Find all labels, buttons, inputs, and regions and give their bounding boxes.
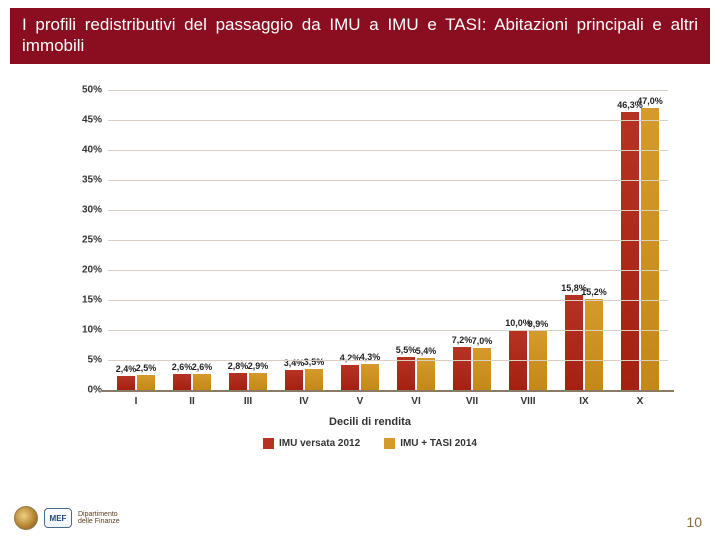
gridline xyxy=(108,270,668,271)
emblem-icon xyxy=(14,506,38,530)
y-tick-label: 45% xyxy=(82,115,102,126)
bar-imu-tasi-2014: 5,4% xyxy=(417,358,435,390)
bar-value-label: 4,2% xyxy=(340,353,361,363)
gridline xyxy=(108,180,668,181)
x-tick-label: VIII xyxy=(520,396,535,407)
gridline xyxy=(108,300,668,301)
x-tick-label: III xyxy=(244,396,252,407)
bar-imu-tasi-2014: 2,9% xyxy=(249,373,267,390)
bar-value-label: 5,5% xyxy=(396,345,417,355)
bar-imu-2012: 46,3% xyxy=(621,112,639,390)
y-tick-label: 35% xyxy=(82,175,102,186)
x-tick-label: IV xyxy=(299,396,308,407)
bar-imu-2012: 5,5% xyxy=(397,357,415,390)
y-tick-label: 10% xyxy=(82,325,102,336)
bar-value-label: 9,9% xyxy=(528,319,549,329)
bar-imu-tasi-2014: 3,5% xyxy=(305,369,323,390)
x-tick-label: X xyxy=(637,396,644,407)
legend-item: IMU + TASI 2014 xyxy=(384,438,477,449)
legend-swatch xyxy=(263,438,274,449)
slide-title: I profili redistributivi del passaggio d… xyxy=(22,14,698,57)
bar-imu-tasi-2014: 2,6% xyxy=(193,374,211,390)
bar-value-label: 7,0% xyxy=(472,336,493,346)
gridline xyxy=(108,360,668,361)
bar-value-label: 2,6% xyxy=(172,362,193,372)
header-bar: I profili redistributivi del passaggio d… xyxy=(10,8,710,64)
legend-label: IMU versata 2012 xyxy=(279,438,360,449)
y-tick-label: 40% xyxy=(82,145,102,156)
x-tick-label: VI xyxy=(411,396,420,407)
y-tick-label: 25% xyxy=(82,235,102,246)
bar-chart: 2,4%2,5%2,6%2,6%2,8%2,9%3,4%3,5%4,2%4,3%… xyxy=(108,90,668,390)
bar-value-label: 3,5% xyxy=(304,357,325,367)
gridline xyxy=(102,390,674,392)
bar-imu-tasi-2014: 15,2% xyxy=(585,299,603,390)
gridline xyxy=(108,240,668,241)
bar-value-label: 2,6% xyxy=(192,362,213,372)
dept-line1: Dipartimento xyxy=(78,511,120,518)
bar-value-label: 47,0% xyxy=(637,96,663,106)
bar-imu-tasi-2014: 7,0% xyxy=(473,348,491,390)
bar-imu-2012: 4,2% xyxy=(341,365,359,390)
x-tick-label: II xyxy=(189,396,195,407)
gridline xyxy=(108,150,668,151)
gridline xyxy=(108,90,668,91)
dept-label: Dipartimento delle Finanze xyxy=(78,511,120,526)
footer-logo: MEF Dipartimento delle Finanze xyxy=(14,506,120,530)
legend-item: IMU versata 2012 xyxy=(263,438,360,449)
legend-swatch xyxy=(384,438,395,449)
x-tick-label: VII xyxy=(466,396,478,407)
gridline xyxy=(108,210,668,211)
bar-value-label: 15,2% xyxy=(581,287,607,297)
y-tick-label: 15% xyxy=(82,295,102,306)
bar-value-label: 7,2% xyxy=(452,335,473,345)
x-tick-label: IX xyxy=(579,396,588,407)
y-tick-label: 5% xyxy=(88,355,102,366)
y-tick-label: 20% xyxy=(82,265,102,276)
bar-imu-2012: 15,8% xyxy=(565,295,583,390)
x-tick-label: I xyxy=(135,396,138,407)
bar-imu-2012: 3,4% xyxy=(285,370,303,390)
bar-imu-tasi-2014: 4,3% xyxy=(361,364,379,390)
bar-imu-tasi-2014: 2,5% xyxy=(137,375,155,390)
y-tick-label: 0% xyxy=(88,385,102,396)
mef-badge: MEF xyxy=(44,508,72,528)
gridline xyxy=(108,120,668,121)
bar-imu-2012: 2,4% xyxy=(117,376,135,390)
x-tick-label: V xyxy=(357,396,364,407)
page-number: 10 xyxy=(686,514,702,530)
bar-value-label: 2,8% xyxy=(228,361,249,371)
bar-imu-2012: 2,8% xyxy=(229,373,247,390)
x-axis-title: Decili di rendita xyxy=(329,416,411,428)
legend: IMU versata 2012 IMU + TASI 2014 xyxy=(263,438,477,449)
legend-label: IMU + TASI 2014 xyxy=(400,438,477,449)
y-tick-label: 30% xyxy=(82,205,102,216)
chart-area: 2,4%2,5%2,6%2,6%2,8%2,9%3,4%3,5%4,2%4,3%… xyxy=(60,80,680,460)
slide: I profili redistributivi del passaggio d… xyxy=(0,0,720,540)
bar-imu-2012: 2,6% xyxy=(173,374,191,390)
y-tick-label: 50% xyxy=(82,85,102,96)
dept-line2: delle Finanze xyxy=(78,518,120,525)
bar-value-label: 2,9% xyxy=(248,361,269,371)
bar-imu-2012: 7,2% xyxy=(453,347,471,390)
bar-value-label: 5,4% xyxy=(416,346,437,356)
bar-value-label: 2,5% xyxy=(136,363,157,373)
gridline xyxy=(108,330,668,331)
bar-value-label: 2,4% xyxy=(116,364,137,374)
